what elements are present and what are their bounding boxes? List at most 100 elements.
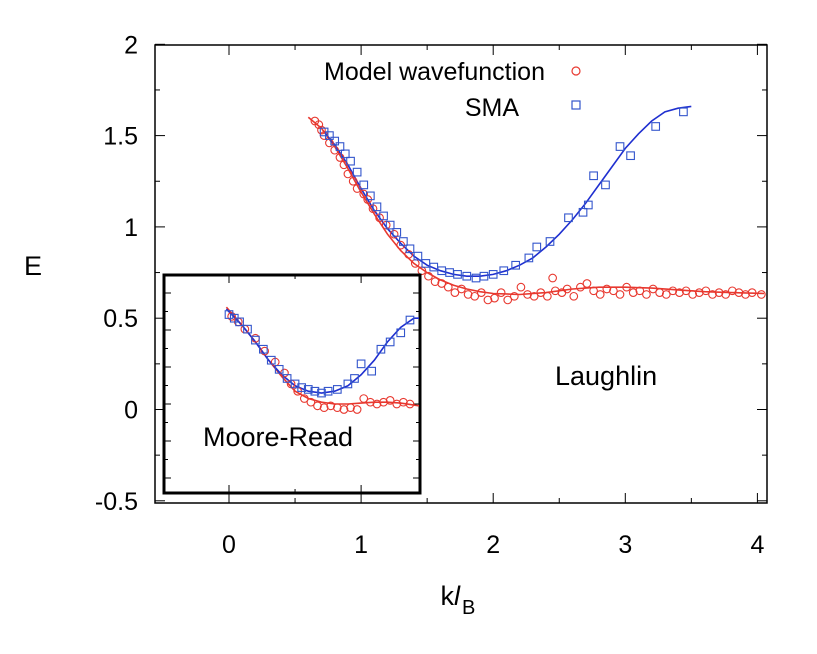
inset-sma-point	[405, 315, 415, 325]
inset-sma-point	[274, 364, 284, 374]
inset-ticks	[164, 275, 420, 493]
model-wavefunction-point	[548, 273, 557, 283]
inset-sma-point	[235, 317, 244, 327]
model-wavefunction-point	[496, 288, 506, 297]
model-wavefunction-point	[443, 282, 453, 292]
inset-model-wavefunction-point	[313, 401, 322, 411]
model-wavefunction-point	[668, 286, 678, 296]
model-wavefunction-point	[348, 176, 358, 186]
inset-sma-point	[367, 366, 377, 376]
model-wavefunction-point	[747, 288, 757, 297]
model-wavefunction-point	[714, 288, 724, 297]
inset-model-wavefunction-point	[385, 396, 395, 405]
sma-fit-line	[323, 105, 692, 277]
sma-point	[340, 149, 350, 159]
model-wavefunction-point	[516, 282, 526, 292]
inset-model-wavefunction-point	[392, 399, 402, 409]
inset-model-wavefunction-point	[306, 397, 316, 407]
model-wavefunction-point	[523, 290, 532, 299]
inset-sma-point	[297, 383, 307, 392]
sma-point	[545, 237, 555, 246]
sma-point	[488, 270, 498, 279]
inset-model-wavefunction-point	[352, 405, 362, 414]
model-wavefunction-point	[734, 288, 744, 297]
main-markers	[310, 107, 766, 305]
legend-marker-model-wavefunction	[571, 66, 581, 76]
inset-sma-point	[317, 388, 326, 398]
model-wavefunction-point	[628, 288, 638, 297]
main-fit-curves	[307, 105, 765, 296]
y-axis-label: E	[24, 251, 42, 281]
model-wavefunction-point	[562, 284, 572, 294]
sma-point	[479, 271, 489, 281]
inset-model-wavefunction-point	[326, 401, 336, 411]
inset-sma-point	[396, 328, 406, 338]
model-wavefunction-point	[595, 290, 605, 299]
y-tick-label: 2	[124, 31, 138, 59]
x-axis-label-k: k	[441, 581, 455, 611]
inset-sma-point	[332, 385, 342, 394]
inset-model-wavefunction-point	[405, 399, 415, 409]
inset-model-wavefunction-point	[260, 346, 270, 356]
model-wavefunction-point	[661, 290, 671, 299]
x-tick-label: 1	[354, 531, 368, 559]
model-wavefunction-point	[483, 295, 493, 305]
legend: Model wavefunction SMA	[324, 58, 581, 122]
plot-frame	[154, 44, 768, 504]
x-tick-label: 4	[750, 531, 764, 559]
model-wavefunction-point	[708, 290, 717, 299]
y-tick-label: 0.5	[103, 305, 138, 333]
model-wavefunction-point	[490, 293, 499, 303]
inset-sma-point	[282, 374, 292, 383]
inset-sma-point	[258, 344, 268, 354]
x-axis-label: kl	[441, 581, 462, 611]
model-wavefunction-point	[757, 290, 766, 299]
inset-sma-point	[385, 337, 395, 347]
sma-point	[405, 244, 415, 254]
sma-point	[471, 273, 481, 283]
inset-sma-point	[356, 359, 366, 369]
model-wavefunction-point	[622, 282, 631, 292]
model-wavefunction-point	[550, 286, 560, 296]
model-wavefunction-point	[437, 279, 447, 288]
inset-sma-point	[310, 386, 320, 396]
model-wavefunction-point	[404, 249, 414, 259]
legend-marker-sma	[571, 100, 581, 110]
sma-point	[511, 260, 521, 270]
model-wavefunction-point	[343, 169, 353, 179]
inset-sma-fit-line	[225, 308, 419, 394]
model-wavefunction-fit-line	[307, 116, 765, 296]
axis-ticks	[155, 43, 767, 503]
model-wavefunction-point	[609, 286, 618, 296]
inset-model-wavefunction-point	[346, 403, 355, 413]
y-tick-label: 0	[124, 397, 138, 425]
sma-point	[392, 228, 402, 237]
x-axis-label-l: l	[454, 581, 461, 611]
model-wavefunction-point	[589, 286, 598, 296]
x-tick-label: 3	[618, 531, 632, 559]
sma-point	[615, 142, 625, 151]
inset-label-moore-read: Moore-Read	[203, 422, 353, 452]
model-wavefunction-point	[642, 290, 651, 299]
inset-model-wavefunction-point	[365, 397, 375, 407]
sma-point	[413, 251, 423, 261]
sma-point	[359, 180, 369, 190]
model-wavefunction-point	[457, 284, 466, 294]
model-wavefunction-point	[463, 290, 473, 299]
model-wavefunction-point	[476, 288, 486, 297]
inset-model-wavefunction-point	[227, 312, 236, 321]
sma-point	[325, 131, 334, 140]
legend-label-sma: SMA	[465, 94, 520, 122]
inset-model-wavefunction-point	[299, 394, 309, 403]
sma-point	[335, 142, 345, 151]
inset-model-wavefunction-point	[399, 397, 408, 407]
model-wavefunction-point	[503, 295, 513, 305]
sma-point	[462, 271, 472, 281]
model-wavefunction-point	[582, 279, 592, 288]
inset-model-wavefunction-point	[372, 399, 382, 409]
model-wavefunction-point	[314, 120, 324, 129]
model-wavefunction-point	[655, 288, 664, 297]
model-wavefunction-point	[509, 291, 519, 301]
y-tick-label: 1	[124, 214, 138, 242]
sma-point	[532, 242, 542, 252]
